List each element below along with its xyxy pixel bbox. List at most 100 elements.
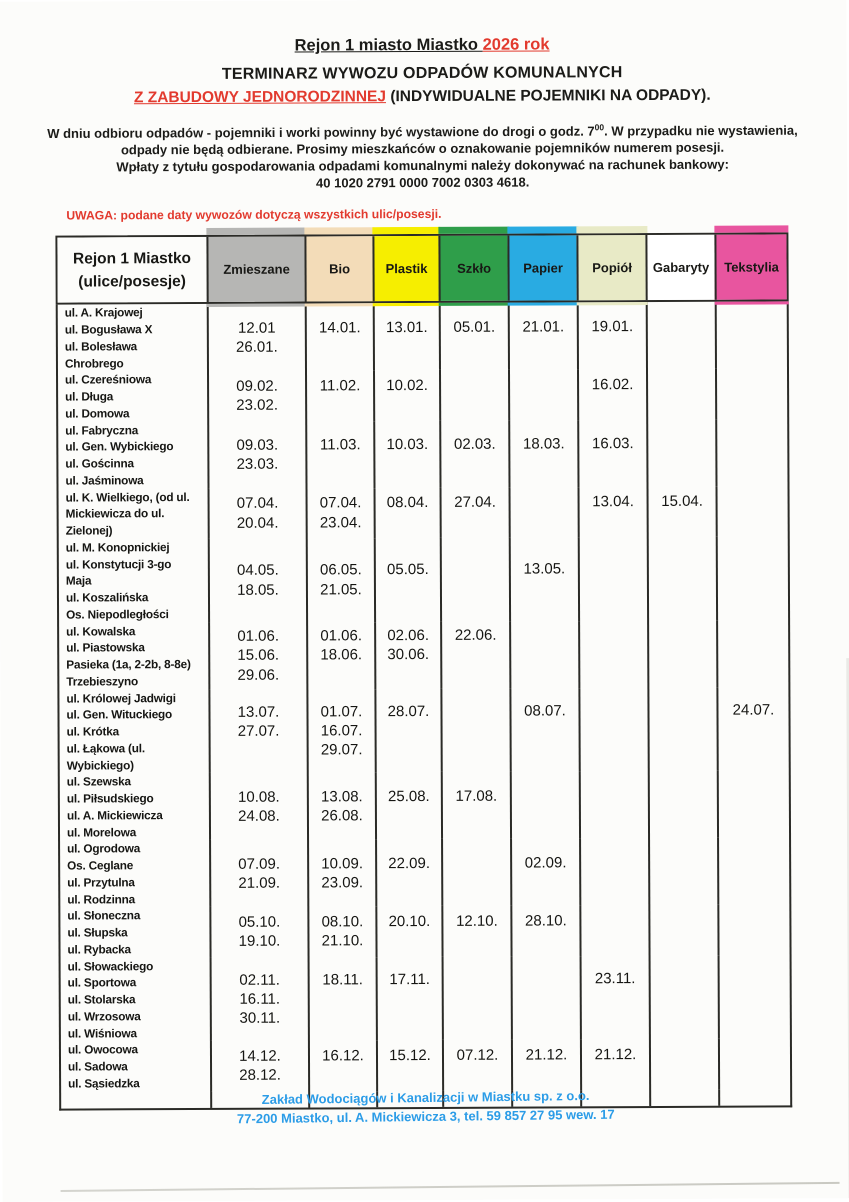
dates-cell-popiol xyxy=(579,905,649,956)
dates-cell-plastik: 13.01. xyxy=(372,303,439,371)
dates-cell-szklo: 22.06. xyxy=(440,621,510,689)
date-stack: 13.08. 26.08. xyxy=(320,787,363,825)
month-row: ul. Kowalska ul. Piastowska Pasieka (1a,… xyxy=(59,619,789,690)
streets-cell: ul. Kowalska ul. Piastowska Pasieka (1a,… xyxy=(66,623,191,689)
dates-cell-szklo xyxy=(441,838,511,907)
month-row: ul. Czereśniowa ul. Długa ul. Domowa 09.0… xyxy=(58,368,788,422)
date-stack: 10.02. xyxy=(386,377,428,395)
date-stack: 12.10. xyxy=(456,912,498,931)
notice-superscript: 00 xyxy=(594,122,605,133)
dates-cell-szklo: 02.03. xyxy=(439,420,509,488)
dates-cell-zmieszane: 02.11. 16.11. 30.11. xyxy=(209,957,308,1042)
month-row: ul. Ogrodowa Os. Ceglane ul. Przytulna u… xyxy=(60,837,790,908)
date-stack: 06.05. 21.05. xyxy=(319,561,362,599)
streets-cell: ul. M. Konopnickiej ul. Konstytucji 3-go… xyxy=(65,539,172,622)
dates-cell-bio: 10.09. 23.09. xyxy=(307,839,376,907)
dates-cell-gabaryty xyxy=(645,302,715,370)
month-row: ul. Słowackiego ul. Sportowa ul. Stolars… xyxy=(61,954,790,1042)
dates-cell-tekstylia xyxy=(717,954,790,1040)
dates-cell-popiol: 21.12. xyxy=(579,1039,650,1090)
date-stack: 28.10. xyxy=(525,912,567,930)
dates-cell-bio: 11.03. xyxy=(305,420,374,489)
date-stack: 05.05. xyxy=(386,561,429,579)
date-stack: 05.01. xyxy=(453,318,496,336)
dates-cell-zmieszane: 13.07. 27.07. xyxy=(208,689,307,774)
date-stack: 02.06. 30.06. xyxy=(387,627,430,664)
dates-cell-plastik: 28.07. xyxy=(374,688,441,773)
column-header-papier: Papier xyxy=(507,235,577,301)
dates-cell-tekstylia xyxy=(716,619,789,688)
column-header-zmieszane: Zmieszane xyxy=(206,236,305,303)
date-stack: 04.05. 18.05. xyxy=(236,562,279,599)
date-stack: 09.02. 23.02. xyxy=(236,377,279,415)
date-stack: 07.04. 20.04. xyxy=(236,495,279,532)
dates-cell-tekstylia xyxy=(717,1038,791,1090)
dates-cell-gabaryty xyxy=(648,838,718,906)
notice-line3: Wpłaty z tytułu gospodarowania odpadami … xyxy=(116,156,729,175)
dates-cell-zmieszane: 12.01 26.01. xyxy=(206,303,305,372)
date-stack: 14.12. 28.12. xyxy=(239,1047,281,1085)
streets-cell: ul. Owocowa ul. Sadowa ul. Sąsiedzka xyxy=(67,1042,140,1091)
date-stack: 02.03. xyxy=(453,435,496,453)
month-row: ul. A. Krajowej ul. Bogusława X ul. Bole… xyxy=(58,301,787,372)
dates-cell-bio: 01.06. 18.06. xyxy=(306,621,375,690)
date-stack: 14.01. xyxy=(318,318,361,336)
dates-cell-gabaryty xyxy=(648,955,718,1040)
dates-cell-papier: 28.10. xyxy=(510,905,580,957)
notice-line1a: W dniu odbioru odpadów - pojemniki i wor… xyxy=(47,123,595,141)
footer-address-phone: 77-200 Miastko, ul. A. Mickiewicza 3, te… xyxy=(236,1106,615,1126)
dates-cell-szklo: 07.12. xyxy=(441,1039,512,1091)
dates-cell-gabaryty xyxy=(647,620,717,688)
dates-cell-szklo: 27.04. xyxy=(439,487,509,538)
date-stack: 16.03. xyxy=(591,434,634,453)
dates-cell-bio: 18.11. xyxy=(307,956,376,1041)
date-stack: 23.11. xyxy=(594,969,636,987)
date-stack: 10.08. 24.08. xyxy=(237,788,280,825)
dates-cell-bio: 13.08. 26.08. xyxy=(306,772,376,840)
date-stack: 17.08. xyxy=(455,787,498,805)
notice-paragraph: W dniu odbioru odpadów - pojemniki i wor… xyxy=(32,118,812,193)
date-stack: 21.12. xyxy=(525,1046,568,1064)
dates-cell-papier: 18.03. xyxy=(508,419,578,488)
notice-line2: odpady nie będą odbierane. Prosimy miesz… xyxy=(120,140,725,158)
date-stack: 07.04. 23.04. xyxy=(319,494,362,532)
dates-cell-gabaryty xyxy=(648,1039,719,1090)
company-footer: Zakład Wodociągów i Kanalizacji w Miastk… xyxy=(59,1083,792,1130)
footer-company-name: Zakład Wodociągów i Kanalizacji w Miastk… xyxy=(261,1087,590,1107)
dates-cell-popiol xyxy=(579,838,649,906)
subtitle-2-red-part: Z ZABUDOWY JEDNORODZINNEJ xyxy=(133,88,387,107)
dates-cell-plastik: 08.04. xyxy=(373,487,440,539)
streets-cell: ul. Ogrodowa Os. Ceglane ul. Przytulna u… xyxy=(67,841,141,907)
column-header-plastik: Plastik xyxy=(372,236,439,302)
dates-cell-szklo xyxy=(439,537,510,622)
region-header-line1: Rejon 1 Miastko xyxy=(72,249,192,268)
date-stack: 20.10. xyxy=(388,913,431,931)
dates-cell-tekstylia xyxy=(716,770,790,839)
dates-cell-plastik: 10.02. xyxy=(372,370,440,421)
date-stack: 10.09. 23.09. xyxy=(321,854,364,892)
streets-cell: ul. Czereśniowa ul. Długa ul. Domowa xyxy=(65,372,152,421)
dates-cell-gabaryty xyxy=(647,687,717,772)
dates-cell-papier xyxy=(509,620,579,689)
streets-cell: ul. A. Krajowej ul. Bogusława X ul. Bole… xyxy=(64,305,153,371)
date-stack: 16.02. xyxy=(591,376,634,394)
date-stack: 01.07. 16.07. 29.07. xyxy=(320,702,363,759)
bank-account-number: 40 1020 2791 0000 7002 0303 4618. xyxy=(316,174,530,191)
page-title-region: Rejon 1 miasto Miastko xyxy=(294,35,483,55)
dates-cell-tekstylia xyxy=(714,368,788,420)
dates-cell-tekstylia xyxy=(715,536,789,621)
schedule-table: Rejon 1 Miastko (ulice/posesje) Zmieszan… xyxy=(55,232,793,1126)
dates-cell-bio: 14.01. xyxy=(304,303,373,371)
page-subtitle-1: TERMINARZ WYWOZU ODPADÓW KOMUNALNYCH xyxy=(221,64,623,83)
dates-cell-szklo: 05.01. xyxy=(438,302,508,371)
date-stack: 13.01. xyxy=(385,318,428,336)
date-stack: 25.08. xyxy=(387,787,430,805)
date-stack: 27.04. xyxy=(454,494,496,512)
streets-cell: ul. Szewska ul. Piłsudskiego ul. A. Mick… xyxy=(66,774,163,840)
date-stack: 22.09. xyxy=(388,854,431,872)
dates-cell-zmieszane: 14.12. 28.12. xyxy=(209,1040,309,1092)
date-stack: 18.11. xyxy=(322,970,363,988)
dates-cell-plastik: 10.03. xyxy=(373,420,440,488)
date-stack: 08.04. xyxy=(386,494,429,512)
